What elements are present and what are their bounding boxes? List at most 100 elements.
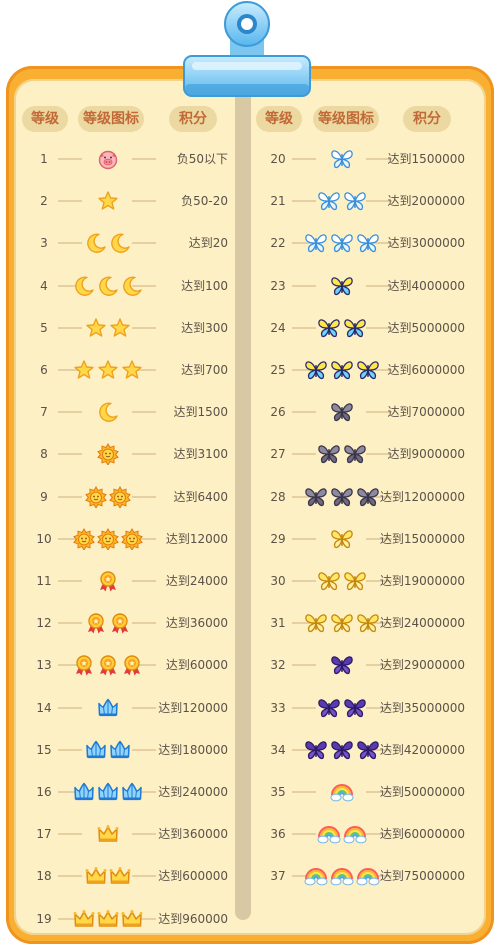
level-icons (298, 735, 386, 765)
yellow-butterfly-icon (356, 612, 380, 634)
points-threshold: 达到3100 (173, 447, 228, 462)
rainbow-cloud-icon (343, 823, 367, 845)
yellow-butterfly-icon (304, 612, 328, 634)
rainbow-butterfly-icon (356, 359, 380, 381)
level-row: 35 达到50000000 (0, 777, 500, 807)
level-row: 36 达到60000000 (0, 819, 500, 849)
level-number: 2 (40, 194, 48, 209)
row-connector-line (132, 791, 156, 793)
level-row: 25 达到6000000 (0, 355, 500, 385)
level-icons (64, 819, 152, 849)
points-threshold: 达到9000000 (387, 447, 465, 462)
points-threshold: 达到12000 (165, 531, 228, 546)
row-connector-line (132, 748, 156, 751)
row-connector-line (366, 580, 392, 582)
row-connector-line (132, 495, 156, 498)
level-row: 20 达到1500000 (0, 144, 500, 174)
level-icons (298, 777, 386, 807)
row-connector-line (292, 200, 316, 203)
level-number: 32 (270, 658, 286, 673)
level-number: 28 (270, 489, 286, 504)
level-number: 8 (40, 447, 48, 462)
points-threshold: 达到50000000 (379, 785, 465, 799)
sun-icon (121, 527, 143, 550)
row-connector-line (58, 580, 82, 582)
level-number: 34 (270, 742, 286, 757)
points-threshold: 达到24000 (165, 574, 228, 588)
level-number: 3 (40, 236, 48, 251)
level-number: 37 (270, 869, 286, 884)
row-connector-line (292, 875, 316, 878)
row-connector-line (366, 453, 392, 456)
level-number: 11 (36, 574, 52, 588)
white-butterfly-icon (330, 232, 354, 254)
level-icons (298, 524, 386, 554)
level-row: 14 达到120000 (0, 693, 500, 723)
row-connector-line (292, 284, 316, 287)
row-connector-line (58, 369, 82, 371)
points-threshold: 达到4000000 (387, 278, 465, 293)
level-icons (64, 650, 152, 680)
row-connector-line (58, 453, 82, 456)
level-icons (64, 777, 152, 807)
row-connector-line (58, 242, 82, 245)
gold-crown-icon (97, 908, 119, 930)
level-icons (64, 397, 152, 427)
row-connector-line (292, 495, 316, 498)
level-number: 24 (270, 320, 286, 335)
points-threshold: 达到100 (181, 278, 228, 293)
level-number: 31 (270, 616, 286, 631)
column-divider (235, 90, 251, 920)
level-row: 1 负50以下 (0, 144, 500, 174)
level-row: 37 达到75000000 (0, 861, 500, 891)
row-connector-line (58, 537, 82, 540)
level-icons (298, 271, 386, 301)
level-number: 15 (36, 742, 52, 757)
points-threshold: 达到24000000 (379, 616, 465, 631)
points-threshold: 达到36000 (165, 616, 228, 631)
points-threshold: 达到600000 (158, 869, 228, 884)
level-icons (64, 186, 152, 216)
rainbow-cloud-icon (330, 865, 354, 887)
row-connector-line (366, 284, 392, 287)
level-icons (64, 904, 152, 934)
gold-crown-icon (109, 865, 131, 887)
medal-icon (97, 570, 119, 592)
level-row: 23 达到4000000 (0, 271, 500, 301)
points-threshold: 达到75000000 (379, 869, 465, 884)
level-icons (298, 228, 386, 258)
points-threshold: 达到35000000 (379, 700, 465, 715)
medal-icon (121, 654, 143, 676)
header-icon-left: 等级图标 (78, 106, 144, 132)
level-row: 4 达到100 (0, 271, 500, 301)
level-row: 11 达到24000 (0, 566, 500, 596)
row-connector-line (292, 664, 316, 667)
row-connector-line (132, 158, 156, 160)
rainbow-butterfly-icon (317, 317, 341, 339)
level-icons (64, 608, 152, 638)
level-number: 29 (270, 531, 286, 546)
white-butterfly-icon (330, 148, 354, 170)
level-row: 13 达到60000 (0, 650, 500, 680)
row-connector-line (58, 622, 82, 625)
row-connector-line (292, 580, 316, 582)
white-butterfly-icon (343, 190, 367, 212)
level-row: 28 达到12000000 (0, 482, 500, 512)
level-icons (64, 355, 152, 385)
row-connector-line (292, 748, 316, 751)
level-icons (64, 735, 152, 765)
gold-crown-icon (73, 908, 95, 930)
level-row: 27 达到9000000 (0, 439, 500, 469)
level-number: 22 (270, 236, 286, 251)
points-threshold: 达到12000000 (379, 489, 465, 504)
purple-butterfly-icon (356, 739, 380, 761)
purple-butterfly-icon (317, 697, 341, 719)
level-icons (298, 439, 386, 469)
rainbow-butterfly-icon (330, 275, 354, 297)
level-number: 1 (40, 152, 48, 166)
level-icons (64, 482, 152, 512)
row-connector-line (58, 326, 82, 329)
level-icons (298, 693, 386, 723)
rainbow-cloud-icon (356, 865, 380, 887)
row-connector-line (58, 833, 82, 836)
